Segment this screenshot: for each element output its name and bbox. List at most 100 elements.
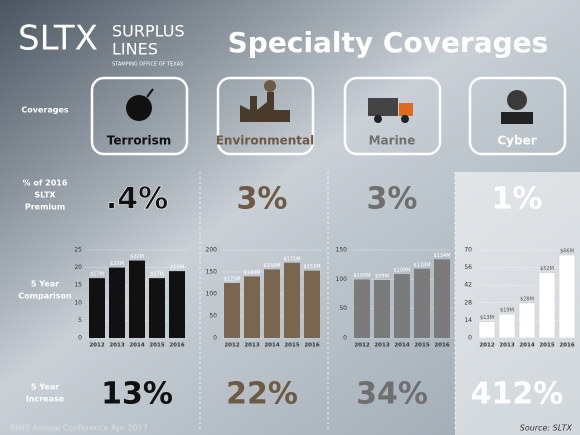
bar	[109, 267, 125, 338]
value-label: $17M	[90, 272, 104, 278]
coverage-name: Environmental	[216, 134, 315, 148]
footer-source: Source: SLTX	[520, 424, 573, 433]
bar	[518, 302, 536, 339]
value-label: $153M	[303, 264, 320, 270]
row-label: Increase	[26, 395, 65, 404]
x-tick-label: 2015	[414, 343, 429, 349]
increase: 13%	[101, 377, 173, 412]
wheel	[401, 115, 409, 123]
premium-share: 3%	[367, 182, 418, 217]
y-tick-label: 0	[343, 335, 347, 342]
bar	[89, 278, 105, 338]
x-tick-label: 2015	[539, 343, 554, 349]
truck-box	[368, 98, 398, 116]
bar	[538, 272, 556, 339]
brand-line: LINES	[112, 40, 158, 59]
y-tick-label: 10	[74, 299, 82, 306]
value-label: $140M	[243, 270, 260, 276]
x-tick-label: 2013	[244, 343, 259, 349]
bar	[304, 270, 320, 338]
x-tick-label: 2016	[434, 343, 449, 349]
y-tick-label: 42	[464, 282, 472, 289]
x-tick-label: 2013	[499, 343, 514, 349]
y-tick-label: 5	[78, 317, 82, 324]
y-tick-label: 70	[464, 247, 472, 254]
value-label: $99M	[375, 273, 389, 279]
premium-share: .4%	[106, 182, 168, 217]
y-tick-label: 15	[74, 282, 82, 289]
y-tick-label: 150	[206, 269, 218, 276]
bar	[224, 283, 240, 338]
y-tick-label: 0	[468, 335, 472, 342]
coverage-name: Cyber	[497, 134, 536, 148]
value-label: $134M	[433, 253, 450, 259]
y-tick-label: 150	[336, 247, 348, 254]
coverage-name: Terrorism	[107, 134, 172, 148]
y-tick-label: 100	[336, 276, 348, 283]
tagline: STAMPING OFFICE OF TEXAS	[112, 62, 183, 68]
x-tick-label: 2012	[479, 343, 494, 349]
bar	[169, 271, 185, 338]
bar	[354, 279, 370, 338]
row-label: SLTX	[34, 191, 56, 200]
y-tick-label: 200	[206, 247, 218, 254]
bar	[244, 276, 260, 338]
x-tick-label: 2015	[284, 343, 299, 349]
x-tick-label: 2013	[109, 343, 124, 349]
bomb-icon	[126, 95, 152, 121]
bar	[394, 274, 410, 338]
value-label: $100M	[353, 273, 370, 279]
value-label: $109M	[393, 268, 410, 274]
x-tick-label: 2015	[149, 343, 164, 349]
y-tick-label: 50	[339, 305, 347, 312]
value-label: $156M	[263, 263, 280, 269]
value-label: $17M	[150, 272, 164, 278]
x-tick-label: 2012	[354, 343, 369, 349]
row-label: 5 Year	[31, 280, 59, 289]
value-label: $19M	[170, 265, 184, 271]
row-label: % of 2016	[23, 179, 68, 188]
truck-cab	[399, 103, 413, 116]
x-tick-label: 2016	[559, 343, 574, 349]
row-label: Comparison	[18, 292, 72, 301]
logo: SLTX	[18, 19, 98, 59]
x-tick-label: 2012	[89, 343, 104, 349]
smoke	[264, 80, 276, 92]
value-label: $28M	[520, 296, 534, 302]
value-label: $52M	[540, 266, 554, 272]
premium-share: 3%	[237, 182, 288, 217]
bar	[498, 313, 516, 339]
coverage-name: Marine	[369, 134, 416, 148]
x-tick-label: 2016	[304, 343, 319, 349]
increase: 34%	[356, 377, 428, 412]
y-tick-label: 100	[206, 291, 218, 298]
value-label: $125M	[223, 277, 240, 283]
premium-share: 1%	[492, 182, 543, 217]
y-tick-label: 0	[213, 335, 217, 342]
y-tick-label: 28	[464, 299, 472, 306]
coverage-card	[343, 76, 442, 156]
x-tick-label: 2016	[169, 343, 184, 349]
bar	[264, 269, 280, 338]
bar	[149, 278, 165, 338]
bar	[129, 260, 145, 338]
value-label: $20M	[110, 261, 124, 267]
value-label: $118M	[413, 262, 430, 268]
row-label: Coverages	[21, 106, 69, 115]
page-title: Specialty Coverages	[228, 26, 549, 59]
row-label: Premium	[25, 203, 65, 212]
value-label: $171M	[283, 256, 300, 262]
hacker-head	[507, 90, 527, 110]
hacker-laptop	[501, 112, 533, 124]
factory-icon	[240, 92, 290, 122]
increase: 412%	[471, 377, 564, 412]
row-label: 5 Year	[31, 383, 59, 392]
y-tick-label: 20	[74, 264, 82, 271]
x-tick-label: 2014	[394, 343, 409, 349]
bar	[414, 268, 430, 338]
bar	[284, 262, 300, 338]
value-label: $19M	[500, 308, 514, 314]
x-tick-label: 2012	[224, 343, 239, 349]
fuse	[146, 88, 154, 98]
